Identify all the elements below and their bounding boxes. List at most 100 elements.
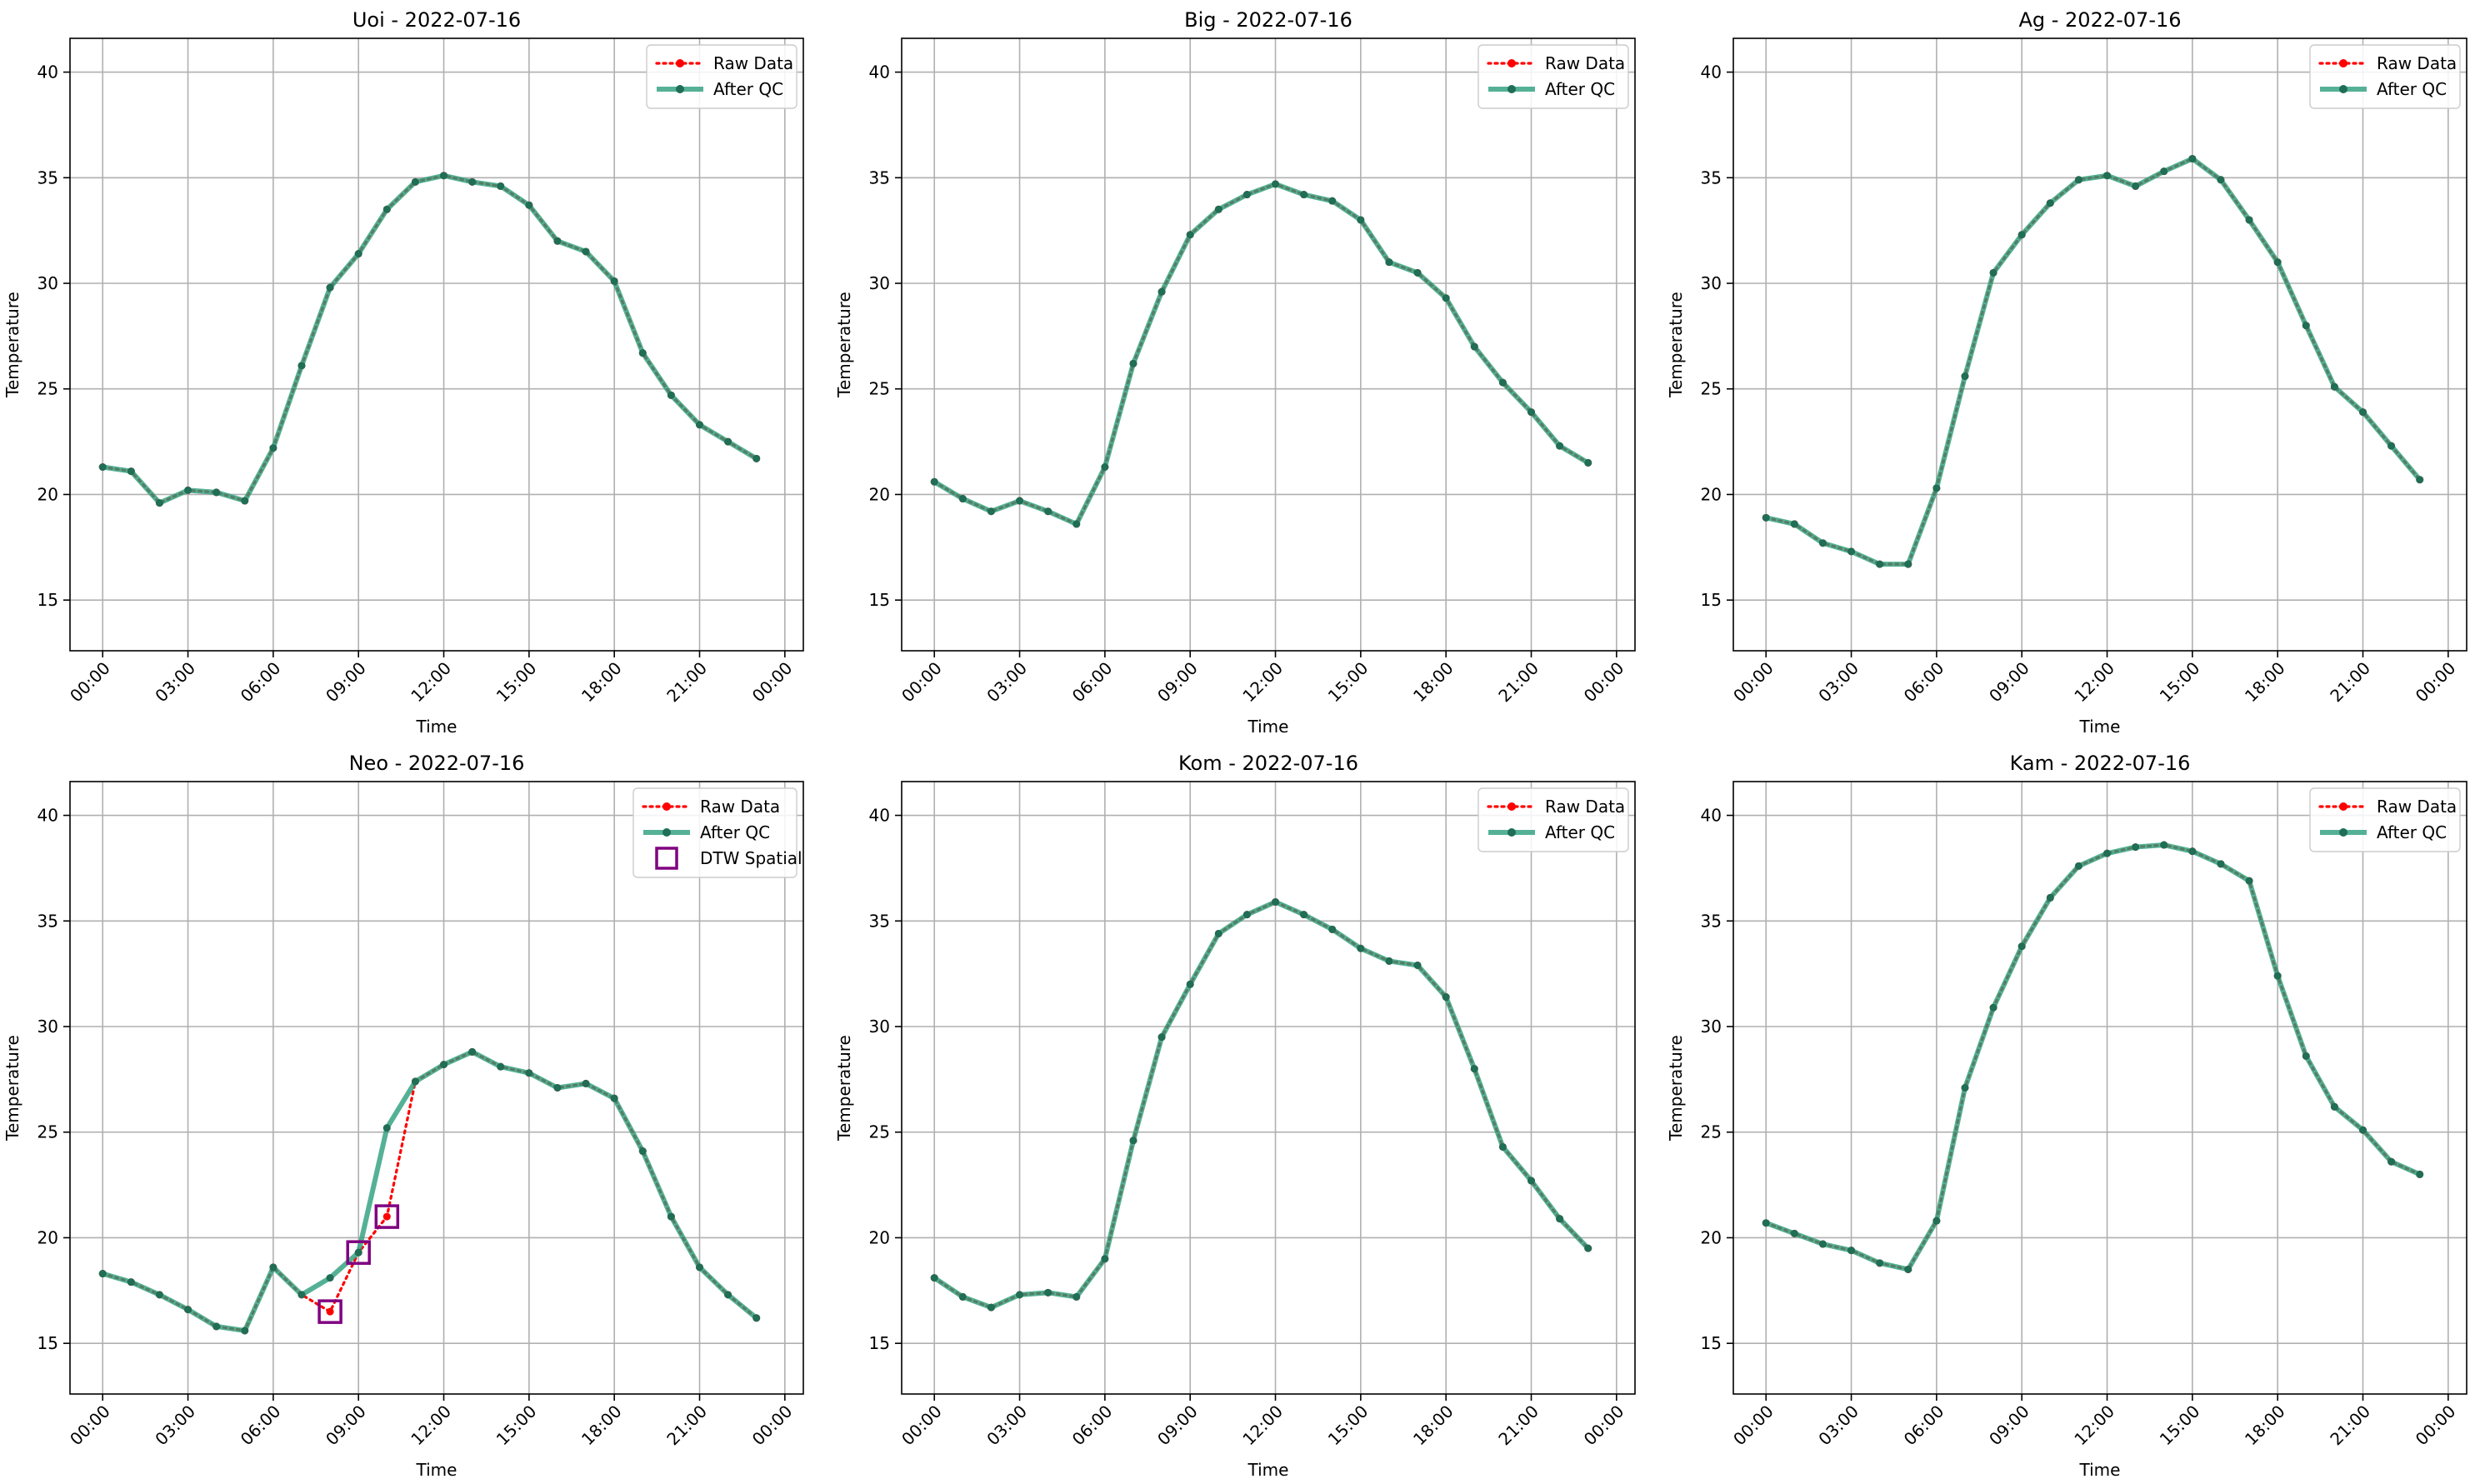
y-axis-label: Temperature: [834, 1035, 854, 1142]
after-qc-point: [1272, 897, 1280, 906]
after-qc-point: [1961, 1084, 1969, 1092]
after-qc-point: [2217, 860, 2225, 868]
after-qc-point: [2416, 1170, 2424, 1178]
after-qc-point: [1528, 408, 1536, 417]
after-qc-point: [411, 177, 419, 186]
after-qc-point: [1442, 993, 1450, 1002]
axes-frame: [69, 781, 804, 1395]
after-qc-point: [2302, 1052, 2310, 1060]
after-qc-point: [1129, 359, 1138, 367]
after-qc-point: [1989, 268, 1998, 277]
chart-title: Neo - 2022-07-16: [349, 752, 525, 775]
after-qc-point: [2359, 1126, 2368, 1134]
legend-label: Raw Data: [713, 53, 793, 73]
raw-data-point: [326, 1307, 334, 1316]
after-qc-point: [326, 1274, 334, 1282]
after-qc-point: [354, 1248, 362, 1257]
legend-box: [646, 44, 798, 109]
after-qc-point: [98, 1270, 107, 1278]
plot-area: [98, 172, 761, 507]
after-qc-point: [1044, 1288, 1052, 1297]
after-qc-point: [468, 177, 477, 186]
legend: Raw Data After QC DTW Spatial: [632, 787, 802, 878]
after-qc-point: [1470, 1065, 1478, 1073]
after-qc-point: [1385, 957, 1393, 965]
after-qc-point: [1848, 1247, 1856, 1255]
after-qc-point: [2245, 216, 2253, 224]
after-qc-point: [184, 486, 192, 494]
after-qc-point: [127, 467, 135, 476]
axes-frame: [1732, 37, 2468, 652]
after-qc-point: [1385, 258, 1393, 267]
legend-label: After QC: [1545, 79, 1615, 99]
after-qc-point: [2103, 172, 2112, 180]
after-qc-point: [1584, 458, 1592, 467]
after-qc-point: [1762, 513, 1770, 522]
x-tick-label: 21:00: [2326, 1402, 2374, 1450]
dtw-spatial-marker: [374, 1204, 400, 1229]
after-qc-point: [497, 182, 505, 190]
x-tick-label: 06:00: [1900, 1402, 1948, 1450]
after-qc-point: [1876, 1259, 1884, 1267]
after-qc-point: [525, 201, 533, 209]
axes-frame: [1732, 781, 2468, 1395]
y-tick-label: 40: [1701, 806, 1722, 826]
after-qc-point: [1186, 231, 1194, 239]
after-qc-point: [1072, 1292, 1081, 1301]
after-qc-point: [1158, 287, 1166, 296]
after-qc-point: [1556, 442, 1564, 450]
y-axis-label: Temperature: [2, 1035, 22, 1142]
legend-qc-marker: [2339, 85, 2348, 93]
after-qc-point: [1300, 191, 1308, 199]
y-tick-label: 35: [38, 911, 58, 931]
after-qc-point: [2416, 476, 2424, 484]
y-tick-label: 25: [1701, 1122, 1722, 1142]
x-axis-label: Time: [1248, 717, 1289, 737]
after-qc-point: [2273, 258, 2282, 267]
after-qc-point: [2046, 199, 2054, 207]
after-qc-point: [2160, 841, 2168, 849]
after-qc-point: [1101, 463, 1109, 471]
legend-qc-marker: [2339, 828, 2348, 837]
after-qc-point: [553, 1084, 562, 1092]
after-qc-point: [1904, 1265, 1912, 1273]
after-qc-point: [1470, 342, 1478, 351]
after-qc-point: [1016, 497, 1024, 505]
after-qc-point: [2388, 442, 2396, 450]
after-qc-line: [1765, 156, 2422, 567]
y-tick-label: 20: [869, 1227, 890, 1247]
after-qc-point: [411, 1077, 419, 1086]
raw-data-line: [1764, 843, 2422, 1272]
y-tick-label: 35: [38, 167, 58, 187]
after-qc-point: [1790, 1229, 1798, 1237]
legend: Raw Data After QC: [646, 44, 798, 109]
plot-area: [98, 1047, 761, 1335]
after-qc-point: [155, 499, 163, 507]
legend-label: Raw Data: [1545, 53, 1625, 73]
legend-raw-marker: [676, 59, 684, 67]
after-qc-point: [1328, 197, 1337, 205]
after-qc-line: [102, 1049, 758, 1333]
legend: Raw Data After QC: [2309, 44, 2461, 109]
y-tick-label: 35: [1701, 167, 1722, 187]
legend-box: [2309, 787, 2461, 852]
after-qc-point: [2330, 1102, 2338, 1111]
dtw-spatial-marker: [346, 1240, 371, 1265]
x-axis-label: Time: [2079, 1460, 2121, 1480]
y-tick-label: 25: [38, 379, 58, 399]
legend-qc-marker: [676, 85, 684, 93]
after-qc-point: [2132, 843, 2140, 852]
after-qc-point: [1442, 294, 1450, 302]
after-qc-point: [2074, 862, 2082, 870]
after-qc-point: [1876, 560, 1884, 568]
after-qc-point: [2359, 408, 2368, 417]
after-qc-point: [2074, 176, 2082, 184]
after-qc-point: [2302, 322, 2310, 330]
after-qc-point: [2018, 942, 2026, 951]
after-qc-point: [1932, 1217, 1941, 1225]
after-qc-point: [930, 1274, 938, 1282]
legend-box: [2309, 44, 2461, 109]
